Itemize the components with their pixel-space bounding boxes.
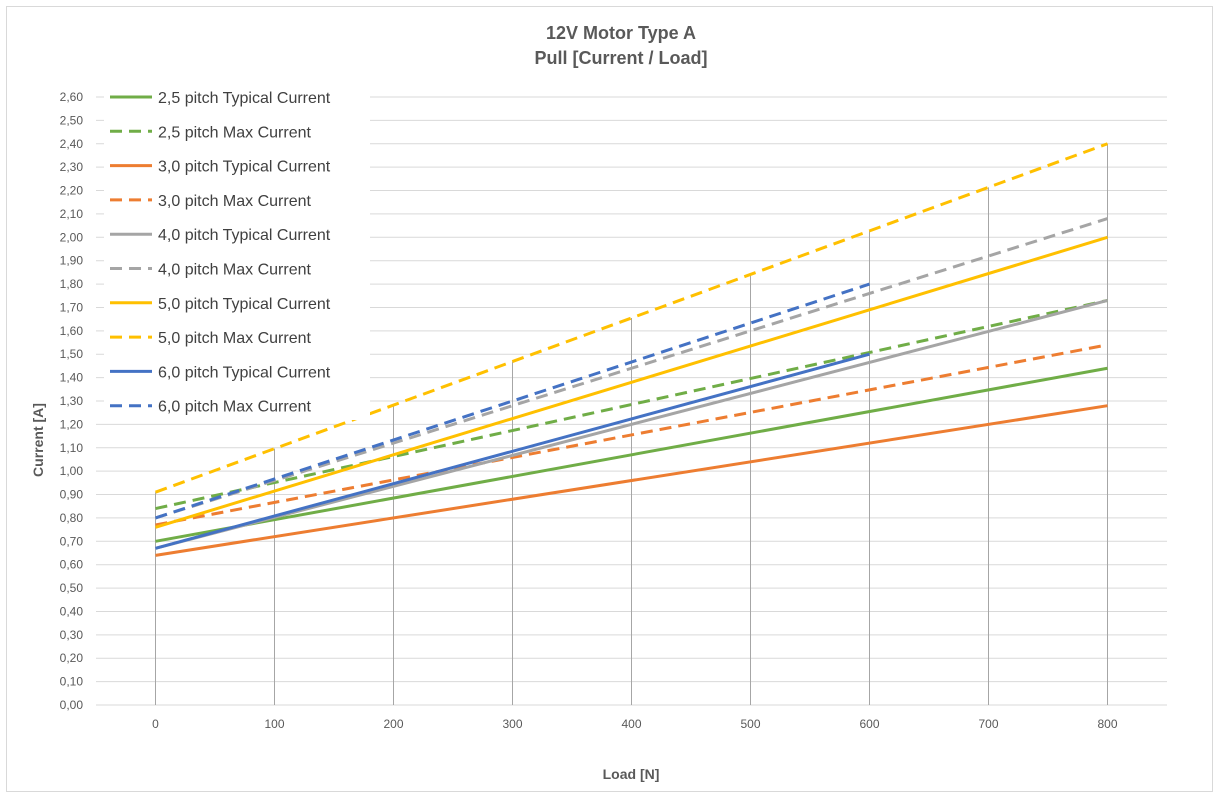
y-tick-label: 0,50 (60, 581, 84, 595)
y-tick-label: 2,20 (60, 184, 84, 198)
legend-label: 3,0 pitch Typical Current (158, 159, 331, 176)
legend-label: 6,0 pitch Max Current (158, 399, 312, 416)
y-tick-label: 0,60 (60, 558, 84, 572)
y-tick-label: 1,60 (60, 324, 84, 338)
x-tick-label: 600 (859, 717, 879, 731)
legend-label: 2,5 pitch Max Current (158, 124, 312, 141)
y-axis-title: Current [A] (30, 403, 46, 477)
y-tick-label: 1,70 (60, 300, 84, 314)
series-line (155, 404, 1108, 557)
y-tick-label: 0,30 (60, 628, 84, 642)
series-line (155, 282, 870, 520)
y-tick-label: 2,00 (60, 230, 84, 244)
y-tick-label: 2,50 (60, 113, 84, 127)
series-line (155, 366, 1108, 543)
chart-title: 12V Motor Type A (546, 23, 696, 43)
chart-subtitle: Pull [Current / Load] (535, 48, 708, 68)
legend-label: 6,0 pitch Typical Current (158, 364, 331, 381)
series-lines (154, 142, 1109, 557)
y-tick-label: 1,40 (60, 371, 84, 385)
x-axis-ticks: 0 100 200 300 400 500 600 700 800 (152, 717, 1118, 731)
y-tick-label: 1,30 (60, 394, 84, 408)
x-tick-label: 200 (383, 717, 403, 731)
y-tick-label: 0,00 (60, 698, 84, 712)
legend-label: 3,0 pitch Max Current (158, 193, 312, 210)
y-axis-ticks: 0,00 0,10 0,20 0,30 0,40 0,50 0,60 0,70 0,80 0,90… (60, 90, 84, 712)
x-axis-title: Load [N] (603, 766, 660, 782)
y-tick-label: 0,40 (60, 604, 84, 618)
series-line (155, 217, 1108, 520)
y-tick-label: 0,20 (60, 651, 84, 665)
legend-label: 5,0 pitch Typical Current (158, 296, 331, 313)
y-tick-label: 1,80 (60, 277, 84, 291)
x-tick-label: 300 (502, 717, 522, 731)
legend-label: 4,0 pitch Max Current (158, 262, 312, 279)
legend-label: 4,0 pitch Typical Current (158, 227, 331, 244)
x-tick-label: 0 (152, 717, 159, 731)
legend-background (104, 84, 370, 420)
x-tick-label: 800 (1097, 717, 1117, 731)
y-tick-label: 1,10 (60, 441, 84, 455)
y-tick-label: 0,80 (60, 511, 84, 525)
y-tick-label: 0,70 (60, 534, 84, 548)
legend: 2,5 pitch Typical Current 2,5 pitch Max C… (104, 84, 370, 420)
legend-label: 5,0 pitch Max Current (158, 330, 312, 347)
y-tick-label: 1,00 (60, 464, 84, 478)
y-tick-label: 2,30 (60, 160, 84, 174)
x-tick-label: 400 (621, 717, 641, 731)
series-line (154, 142, 1109, 494)
y-tick-label: 2,10 (60, 207, 84, 221)
y-tick-label: 1,50 (60, 347, 84, 361)
y-tick-label: 2,40 (60, 137, 84, 151)
series-line (155, 235, 1108, 529)
series-line (155, 298, 1108, 550)
y-tick-label: 2,60 (60, 90, 84, 104)
x-tick-label: 700 (978, 717, 998, 731)
series-line (155, 352, 870, 550)
series-line (155, 298, 1108, 511)
legend-label: 2,5 pitch Typical Current (158, 90, 331, 107)
y-tick-label: 1,20 (60, 417, 84, 431)
x-tick-label: 500 (740, 717, 760, 731)
y-tick-label: 0,10 (60, 675, 84, 689)
x-tick-label: 100 (264, 717, 284, 731)
y-tick-label: 1,90 (60, 254, 84, 268)
series-line (155, 343, 1108, 527)
y-tick-label: 0,90 (60, 488, 84, 502)
